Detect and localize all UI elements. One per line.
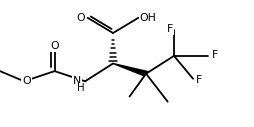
Text: F: F [196, 75, 202, 85]
Text: O: O [50, 41, 59, 51]
Text: F: F [212, 50, 218, 60]
Text: OH: OH [140, 13, 156, 23]
Text: O: O [76, 13, 85, 23]
Text: O: O [22, 76, 31, 86]
Polygon shape [113, 64, 148, 76]
Text: H: H [77, 83, 84, 93]
Text: F: F [166, 24, 173, 34]
Text: N: N [73, 76, 81, 86]
